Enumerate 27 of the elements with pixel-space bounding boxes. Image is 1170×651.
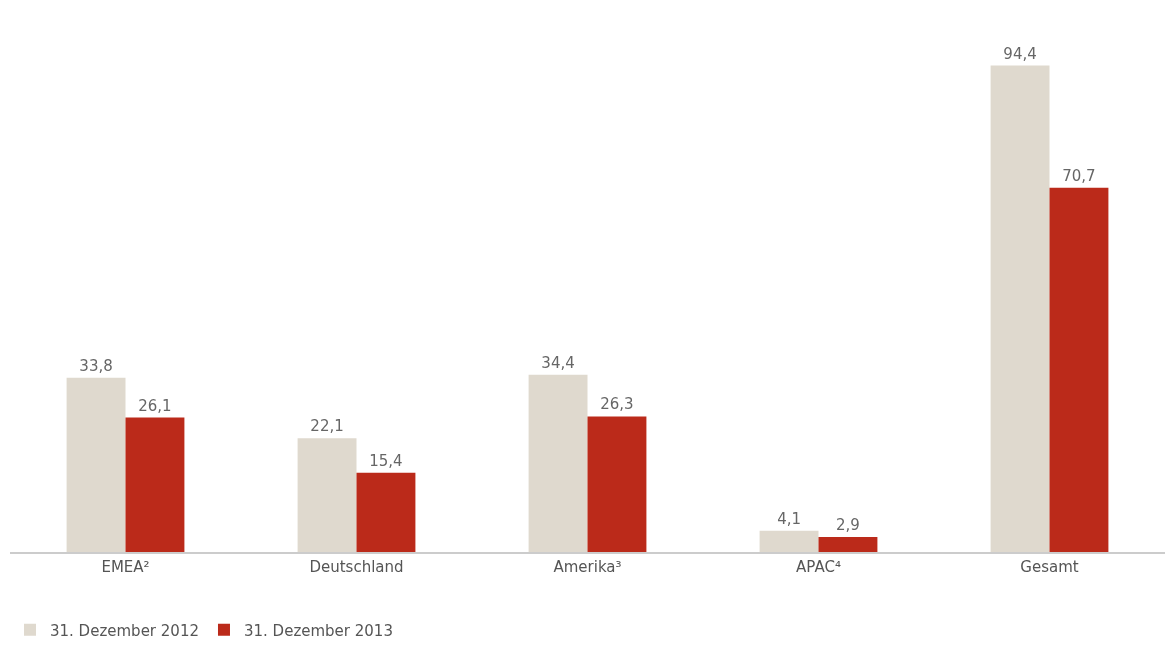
data-label: 26,1 [138, 396, 172, 415]
bar [297, 438, 357, 552]
data-label: 26,3 [600, 395, 634, 414]
legend-label: 31. Dezember 2012 [50, 621, 199, 640]
x-tick-label: Deutschland [309, 557, 404, 576]
bar [66, 377, 126, 552]
bar [587, 416, 647, 552]
data-label: 15,4 [369, 451, 403, 470]
data-label: 33,8 [79, 356, 113, 375]
data-label: 94,4 [1003, 44, 1037, 63]
bar [759, 530, 819, 552]
data-label: 22,1 [310, 417, 344, 436]
bar [990, 65, 1050, 552]
data-label: 2,9 [836, 516, 860, 535]
bar [125, 417, 185, 552]
x-tick-label: APAC⁴ [796, 557, 841, 576]
data-label: 34,4 [541, 353, 575, 372]
legend-label: 31. Dezember 2013 [243, 621, 393, 640]
data-label: 4,1 [777, 509, 801, 528]
x-tick-label: Amerika³ [553, 557, 622, 576]
x-tick-label: Gesamt [1020, 557, 1079, 576]
x-tick-label: EMEA² [101, 557, 150, 576]
bar [356, 472, 416, 552]
bar [818, 537, 878, 552]
data-label: 70,7 [1062, 166, 1096, 185]
bar [528, 374, 588, 552]
bar [1049, 187, 1109, 552]
